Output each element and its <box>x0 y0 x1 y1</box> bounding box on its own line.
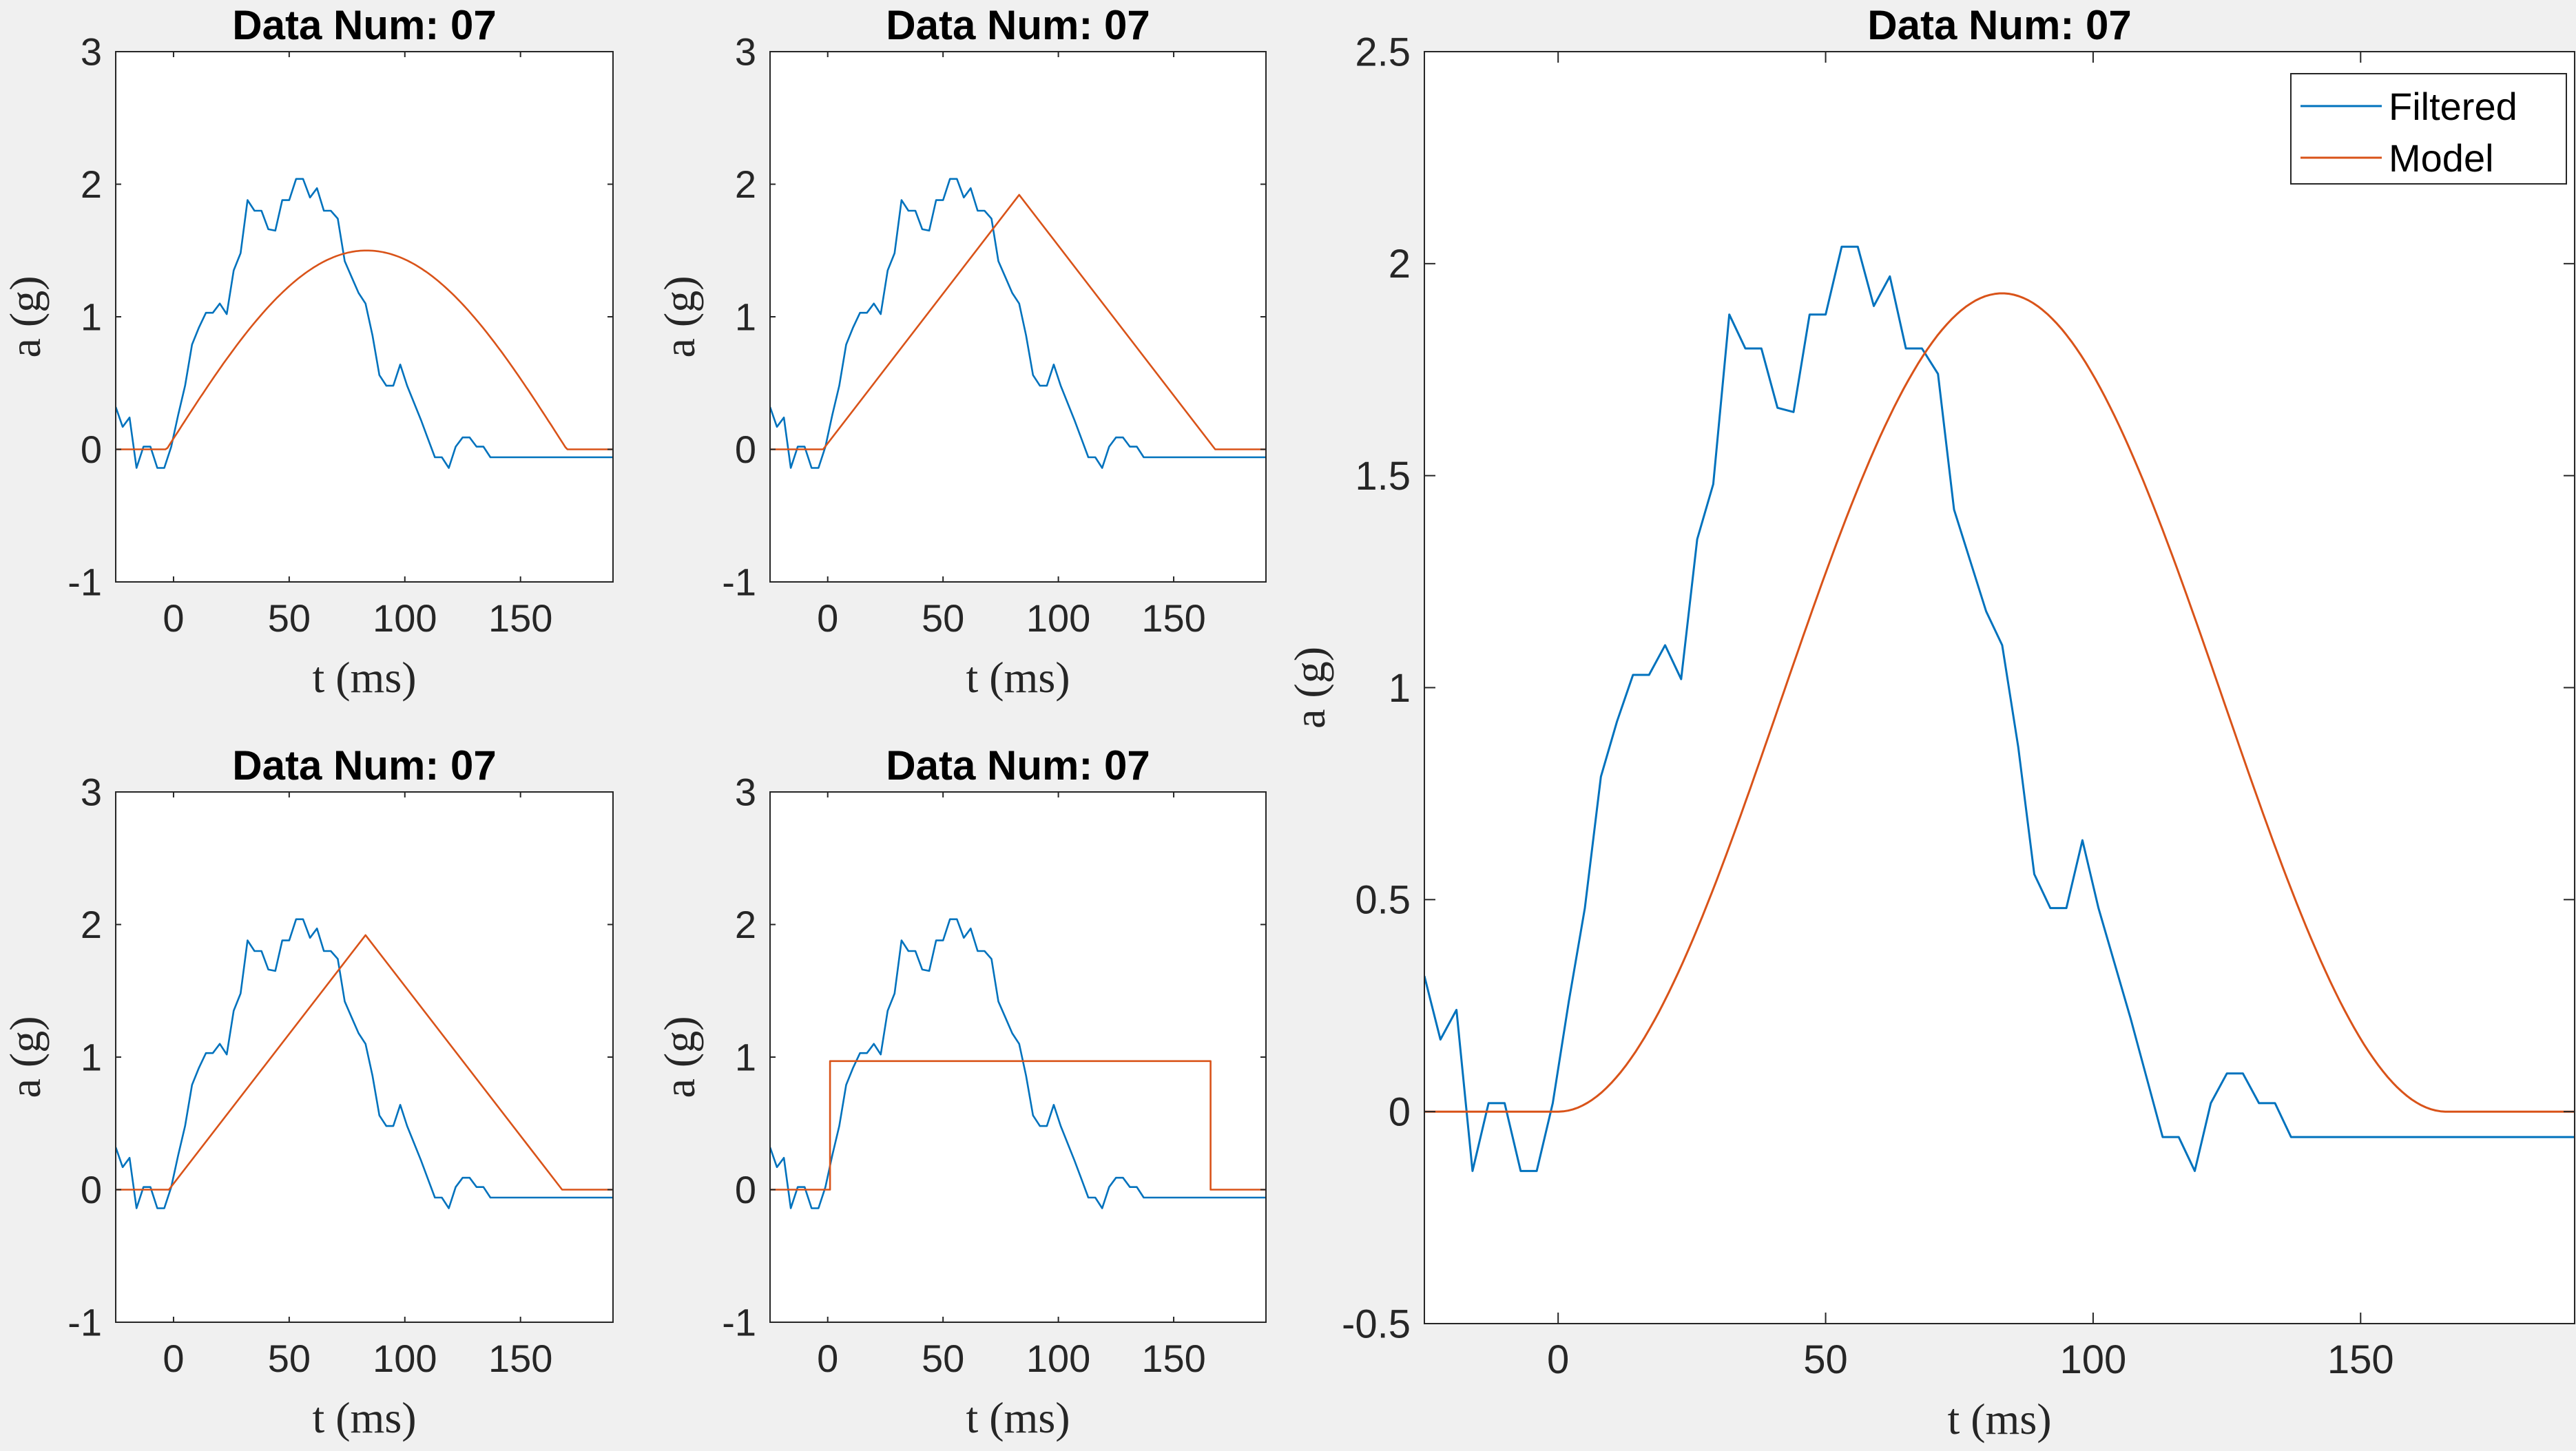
x-tick-label: 150 <box>488 1337 552 1380</box>
series-group <box>1424 245 2575 1172</box>
y-tick-label: 2 <box>735 903 756 946</box>
subplot-5: -0.5 0 0.5 1 1.5 2 2.5 0 50 100 150 Data Num: 07 t (… <box>1285 2 2575 1443</box>
y-tick-label: 0 <box>81 428 102 471</box>
series-group <box>116 918 613 1209</box>
x-tick-label: 100 <box>2060 1337 2127 1382</box>
x-axis-label: t (ms) <box>312 653 416 702</box>
y-tick-label: -0.5 <box>1342 1302 1411 1346</box>
y-tick-label: 0 <box>1389 1089 1411 1134</box>
y-axis-label: a (g) <box>1285 647 1334 729</box>
y-tick-label: 2 <box>1389 242 1411 286</box>
x-tick-label: 0 <box>163 596 184 640</box>
model-series-line <box>770 1060 1266 1191</box>
y-axis-label: a (g) <box>655 1016 704 1098</box>
x-tick-label: 50 <box>922 596 964 640</box>
x-tick-label: 50 <box>268 596 311 640</box>
legend: Filtered Model <box>2290 73 2567 185</box>
y-tick-label: 3 <box>81 771 102 814</box>
plot-area <box>770 52 1266 582</box>
model-series-line <box>116 249 613 450</box>
y-tick-label: 2 <box>81 903 102 946</box>
x-axis-label: t (ms) <box>1947 1395 2051 1443</box>
plot-area <box>770 792 1266 1322</box>
y-tick-label: 2.5 <box>1355 30 1411 74</box>
plot-area <box>1424 52 2575 1324</box>
y-tick-label: 3 <box>735 771 756 814</box>
y-tick-label: 0.5 <box>1355 878 1411 923</box>
y-tick-label: -1 <box>67 561 102 604</box>
filtered-series-line <box>1424 245 2575 1172</box>
series-group <box>770 918 1266 1209</box>
x-tick-label: 100 <box>1026 1337 1090 1380</box>
y-tick-label: 1.5 <box>1355 454 1411 499</box>
filtered-series-line <box>116 178 613 469</box>
x-tick-label: 150 <box>2327 1337 2394 1382</box>
y-axis-label: a (g) <box>1 1016 50 1098</box>
filtered-series-line <box>770 178 1266 469</box>
model-series-line <box>116 934 613 1191</box>
y-tick-label: -1 <box>722 561 756 604</box>
plot-area <box>116 792 613 1322</box>
filtered-series-line <box>116 918 613 1209</box>
x-tick-label: 150 <box>1141 596 1205 640</box>
y-tick-label: 1 <box>735 295 756 339</box>
series-group <box>116 178 613 469</box>
x-tick-label: 0 <box>1547 1337 1569 1382</box>
y-tick-label: -1 <box>67 1301 102 1344</box>
x-tick-label: 150 <box>1141 1337 1205 1380</box>
subplot-3: -1 0 1 2 3 0 50 100 150 Data Num: 07 t (ms) a (g) <box>1 742 614 1442</box>
x-tick-label: 150 <box>488 596 552 640</box>
x-tick-label: 100 <box>373 596 437 640</box>
x-tick-label: 0 <box>817 1337 838 1380</box>
y-tick-label: 0 <box>81 1168 102 1211</box>
model-series-line <box>1424 292 2575 1113</box>
chart-title: Data Num: 07 <box>232 742 496 789</box>
chart-title: Data Num: 07 <box>1867 2 2131 48</box>
y-tick-label: 2 <box>81 163 102 206</box>
plot-area <box>116 52 613 582</box>
chart-title: Data Num: 07 <box>232 2 496 48</box>
x-tick-label: 50 <box>922 1337 964 1380</box>
x-tick-label: 50 <box>268 1337 311 1380</box>
y-tick-label: 1 <box>1389 666 1411 711</box>
subplot-4: -1 0 1 2 3 0 50 100 150 Data Num: 07 t (ms) a (g) <box>655 742 1267 1442</box>
x-tick-label: 0 <box>817 596 838 640</box>
y-tick-label: 1 <box>81 1036 102 1079</box>
chart-title: Data Num: 07 <box>886 2 1150 48</box>
x-axis-label: t (ms) <box>312 1393 416 1442</box>
chart-title: Data Num: 07 <box>886 742 1150 789</box>
y-tick-label: 3 <box>81 30 102 74</box>
x-tick-label: 50 <box>1803 1337 1848 1382</box>
x-axis-label: t (ms) <box>966 1393 1070 1442</box>
x-tick-label: 100 <box>373 1337 437 1380</box>
y-tick-label: 0 <box>735 428 756 471</box>
x-tick-label: 100 <box>1026 596 1090 640</box>
x-axis-label: t (ms) <box>966 653 1070 702</box>
y-tick-label: 0 <box>735 1168 756 1211</box>
y-axis-label: a (g) <box>655 275 704 357</box>
model-series-line <box>770 194 1266 450</box>
y-axis-label: a (g) <box>1 275 50 357</box>
y-tick-label: 3 <box>735 30 756 74</box>
legend-box <box>2290 73 2567 185</box>
x-tick-label: 0 <box>163 1337 184 1380</box>
y-tick-label: 1 <box>81 295 102 339</box>
legend-label-model: Model <box>2389 136 2494 180</box>
series-group <box>770 178 1266 469</box>
subplot-1: -1 0 1 2 3 0 50 100 150 Data Num: 07 t (ms) a (g) <box>1 2 614 702</box>
y-tick-label: 2 <box>735 163 756 206</box>
subplot-2: -1 0 1 2 3 0 50 100 150 Data Num: 07 t (ms) a (g) <box>655 2 1267 702</box>
y-tick-label: 1 <box>735 1036 756 1079</box>
legend-label-filtered: Filtered <box>2389 85 2517 128</box>
filtered-series-line <box>770 918 1266 1209</box>
y-tick-label: -1 <box>722 1301 756 1344</box>
